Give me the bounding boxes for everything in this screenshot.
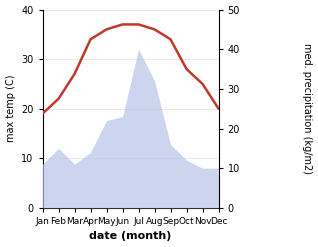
Y-axis label: med. precipitation (kg/m2): med. precipitation (kg/m2)	[302, 43, 313, 174]
Y-axis label: max temp (C): max temp (C)	[5, 75, 16, 143]
X-axis label: date (month): date (month)	[89, 231, 172, 242]
